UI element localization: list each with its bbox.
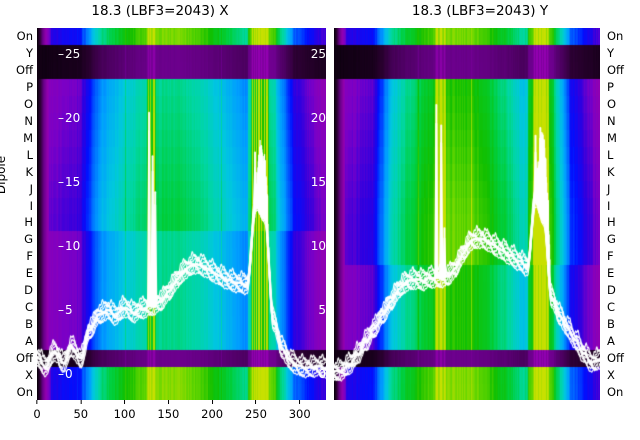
heatmap-plot-x[interactable] <box>37 28 326 400</box>
category-tick-left-e-14: E <box>25 266 33 281</box>
heatmap-plot-y[interactable] <box>334 28 600 400</box>
category-tick-left-x-20: X <box>25 367 33 382</box>
category-tick-left-n-5: N <box>24 114 33 128</box>
x-tick-x-200: 200 <box>201 400 223 421</box>
category-tick-left-on-0: On <box>16 29 33 44</box>
category-tick-right-x-20: X <box>607 367 615 382</box>
category-tick-left-off-19: Off <box>16 350 33 365</box>
category-tick-right-m-6: M <box>607 130 617 145</box>
category-tick-right-n-5: N <box>607 114 616 128</box>
category-tick-left-i-10: I <box>29 198 33 213</box>
category-tick-right-j-9: J <box>607 181 611 196</box>
trace-overlay-y <box>334 28 600 400</box>
category-tick-right-p-3: P <box>607 80 614 95</box>
x-tick-x-300: 300 <box>289 400 311 421</box>
x-tick-label: 200 <box>201 407 224 421</box>
x-tick-x-50: 50 <box>73 400 88 421</box>
category-tick-right-f-13: F <box>607 249 614 264</box>
x-tick-x-250: 250 <box>245 400 267 421</box>
tick-mark-icon <box>36 400 38 404</box>
category-tick-left-k-8: K <box>25 164 33 179</box>
category-tick-left-b-17: B <box>25 316 33 331</box>
category-tick-left-on-21: On <box>16 384 33 399</box>
tick-mark-icon <box>167 400 169 404</box>
category-tick-right-a-18: A <box>607 333 615 348</box>
x-tick-label: 300 <box>288 407 311 421</box>
category-tick-left-p-3: P <box>26 80 33 95</box>
category-tick-left-h-11: H <box>24 215 33 230</box>
tick-mark-icon <box>211 400 213 404</box>
category-axis-right: On Y Off P O N M L K J I H G F E D C B A Off X On <box>604 28 638 400</box>
category-tick-left-g-12: G <box>24 232 33 247</box>
tick-mark-icon <box>124 400 126 404</box>
category-tick-left-o-4: O <box>23 97 33 112</box>
category-tick-right-off-2: Off <box>607 63 624 78</box>
category-tick-right-e-14: E <box>607 266 615 281</box>
x-tick-label: 150 <box>157 407 180 421</box>
category-tick-left-m-6: M <box>23 130 33 145</box>
category-tick-right-y-1: Y <box>607 46 615 61</box>
panel-x-title: 18.3 (LBF3=2043) X <box>91 3 229 19</box>
category-tick-right-g-12: G <box>607 232 616 247</box>
category-axis-left: On Y Off P O N M L K J I H G F E D C B A Off X On <box>2 28 36 400</box>
category-tick-left-j-9: J <box>29 181 33 196</box>
category-tick-right-l-7: L <box>607 147 614 162</box>
x-tick-x-0: 0 <box>33 400 41 421</box>
panel-y: 18.3 (LBF3=2043) Y –25–20–15–10–5–0 –25–… <box>320 0 640 440</box>
category-tick-left-c-16: C <box>24 300 33 314</box>
x-tick-label: 250 <box>244 407 267 421</box>
x-tick-x-100: 100 <box>114 400 136 421</box>
category-tick-right-off-19: Off <box>607 350 624 365</box>
category-tick-left-l-7: L <box>26 147 33 162</box>
category-tick-left-y-1: Y <box>25 46 33 61</box>
category-tick-right-h-11: H <box>607 215 616 230</box>
x-tick-label: 50 <box>73 407 89 421</box>
tick-mark-icon <box>255 400 257 404</box>
category-tick-left-f-13: F <box>26 249 33 264</box>
category-tick-right-on-21: On <box>607 384 624 399</box>
x-axis-x: 0 50 100 150 200 250 300 <box>33 400 326 434</box>
category-tick-right-c-16: C <box>607 300 616 314</box>
category-tick-right-k-8: K <box>607 164 615 179</box>
x-tick-label: 0 <box>33 407 41 421</box>
category-tick-right-d-15: D <box>607 283 616 298</box>
tick-mark-icon <box>80 400 82 404</box>
category-tick-right-o-4: O <box>607 97 617 112</box>
panel-x: 18.3 (LBF3=2043) X –25–20–15–10–5–0 –25–… <box>33 3 326 421</box>
category-tick-right-on-0: On <box>607 29 624 44</box>
x-tick-x-150: 150 <box>157 400 179 421</box>
trace-overlay-x <box>37 28 326 400</box>
category-tick-right-i-10: I <box>607 198 611 213</box>
panel-y-title: 18.3 (LBF3=2043) Y <box>411 3 549 19</box>
category-tick-left-d-15: D <box>24 283 33 298</box>
category-tick-right-b-17: B <box>607 316 615 331</box>
category-tick-left-a-18: A <box>25 333 33 348</box>
tick-mark-icon <box>299 400 301 404</box>
category-tick-left-off-2: Off <box>16 63 33 78</box>
x-tick-label: 100 <box>113 407 136 421</box>
